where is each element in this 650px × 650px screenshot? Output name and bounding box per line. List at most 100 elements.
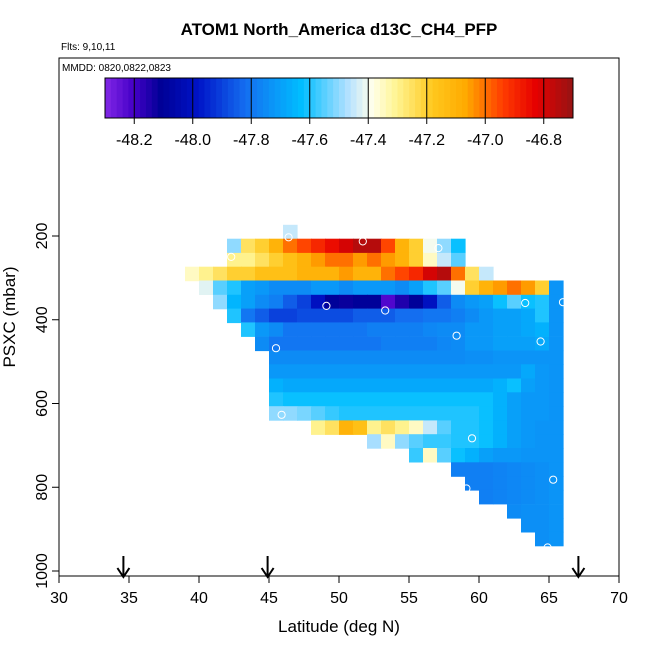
heatmap-cell [227,252,242,268]
heatmap-cell [339,420,354,435]
heatmap-cell [507,448,522,463]
heatmap-cell [451,378,466,393]
heatmap-cell [367,252,382,268]
heatmap-cell [479,406,494,421]
heatmap-cell [437,294,452,310]
heatmap-cell [465,322,480,337]
heatmap-cell [213,280,228,295]
heatmap-cell [353,392,368,407]
heatmap-cell [493,308,508,324]
heatmap-cell [255,294,270,310]
heatmap-cell [507,476,522,491]
colorbar-swatch [239,78,246,118]
colorbar-swatch [280,78,287,118]
colorbar-swatch [186,78,194,118]
heatmap-cell [409,406,424,421]
heatmap-cell [521,448,536,463]
colorbar-swatch [327,78,334,118]
heatmap-cell [409,420,424,435]
colorbar-swatch [555,78,562,118]
heatmap-cell [367,392,382,407]
heatmap-cell [269,364,284,379]
heatmap-cell [507,406,522,421]
heatmap-cell [339,336,354,352]
heatmap-cell [325,294,340,310]
heatmap-cell [437,406,452,421]
colorbar-swatch [222,78,229,118]
heatmap-cell [227,294,242,310]
heatmap-cell [507,504,522,519]
heatmap-cell [381,252,396,268]
heatmap-cell [549,434,564,449]
heatmap-cell [325,336,340,352]
heatmap-cell [451,322,466,337]
colorbar-swatch [163,78,170,118]
heatmap-cell [241,322,256,337]
heatmap-cell [213,266,228,282]
colorbar-swatch [344,78,352,118]
colorbar-swatch [537,78,545,118]
heatmap-cell [311,322,326,337]
heatmap-cell [521,322,536,337]
heatmap-cell [311,406,326,421]
heatmap-cell [493,434,508,449]
heatmap-cell [339,392,354,407]
heatmap-cell [311,294,326,310]
colorbar-swatch [122,78,129,118]
heatmap-cell [339,294,354,310]
heatmap-cell [451,364,466,379]
heatmap-cell [549,406,564,421]
heatmap-cell [241,266,256,282]
heatmap-cell [437,322,452,337]
heatmap-cell [493,378,508,393]
heatmap-cell [395,336,410,352]
y-tick-label: 600 [34,390,51,417]
heatmap-cell [395,238,410,254]
heatmap-cell [535,350,550,365]
colorbar-swatch [350,78,357,118]
colorbar-swatch [385,78,393,118]
heatmap-cell [395,364,410,379]
heatmap-cell [353,364,368,379]
heatmap-cell [493,392,508,407]
heatmap-cell [255,252,270,268]
heatmap-cell [479,378,494,393]
heatmap-cell [367,266,382,282]
heatmap-cell [535,294,550,310]
heatmap-cell [535,322,550,337]
heatmap-cell [353,336,368,352]
heatmap-cell [409,280,424,295]
heatmap-cell [395,294,410,310]
heatmap-cell [535,364,550,379]
colorbar-swatch [362,78,369,118]
heatmap-cell [381,350,396,365]
heatmap-cell [493,294,508,310]
heatmap-cell [409,434,424,449]
heatmap-cell [269,294,284,310]
heatmap-cell [409,294,424,310]
colorbar-swatch [520,78,527,118]
y-tick-label: 1000 [34,553,51,589]
heatmap-cell [507,420,522,435]
heatmap-cell [437,336,452,352]
colorbar [104,77,574,119]
heatmap-cell [423,294,438,310]
heatmap-cell [353,406,368,421]
heatmap-cell [381,420,396,435]
colorbar-swatch [526,78,533,118]
colorbar-swatch [444,78,451,118]
heatmap-cell [423,252,438,268]
heatmap-cell [297,336,312,352]
colorbar-swatch [198,78,205,118]
heatmap-cell [479,476,494,491]
colorbar-swatch [514,78,521,118]
heatmap-cell [437,420,452,435]
heatmap-cell [311,378,326,393]
heatmap-cell [493,280,508,295]
heatmap-cell [325,406,340,421]
colorbar-swatch [227,78,235,118]
heatmap-cell [479,420,494,435]
heatmap-cell [409,448,424,463]
sample-marker [343,436,352,445]
